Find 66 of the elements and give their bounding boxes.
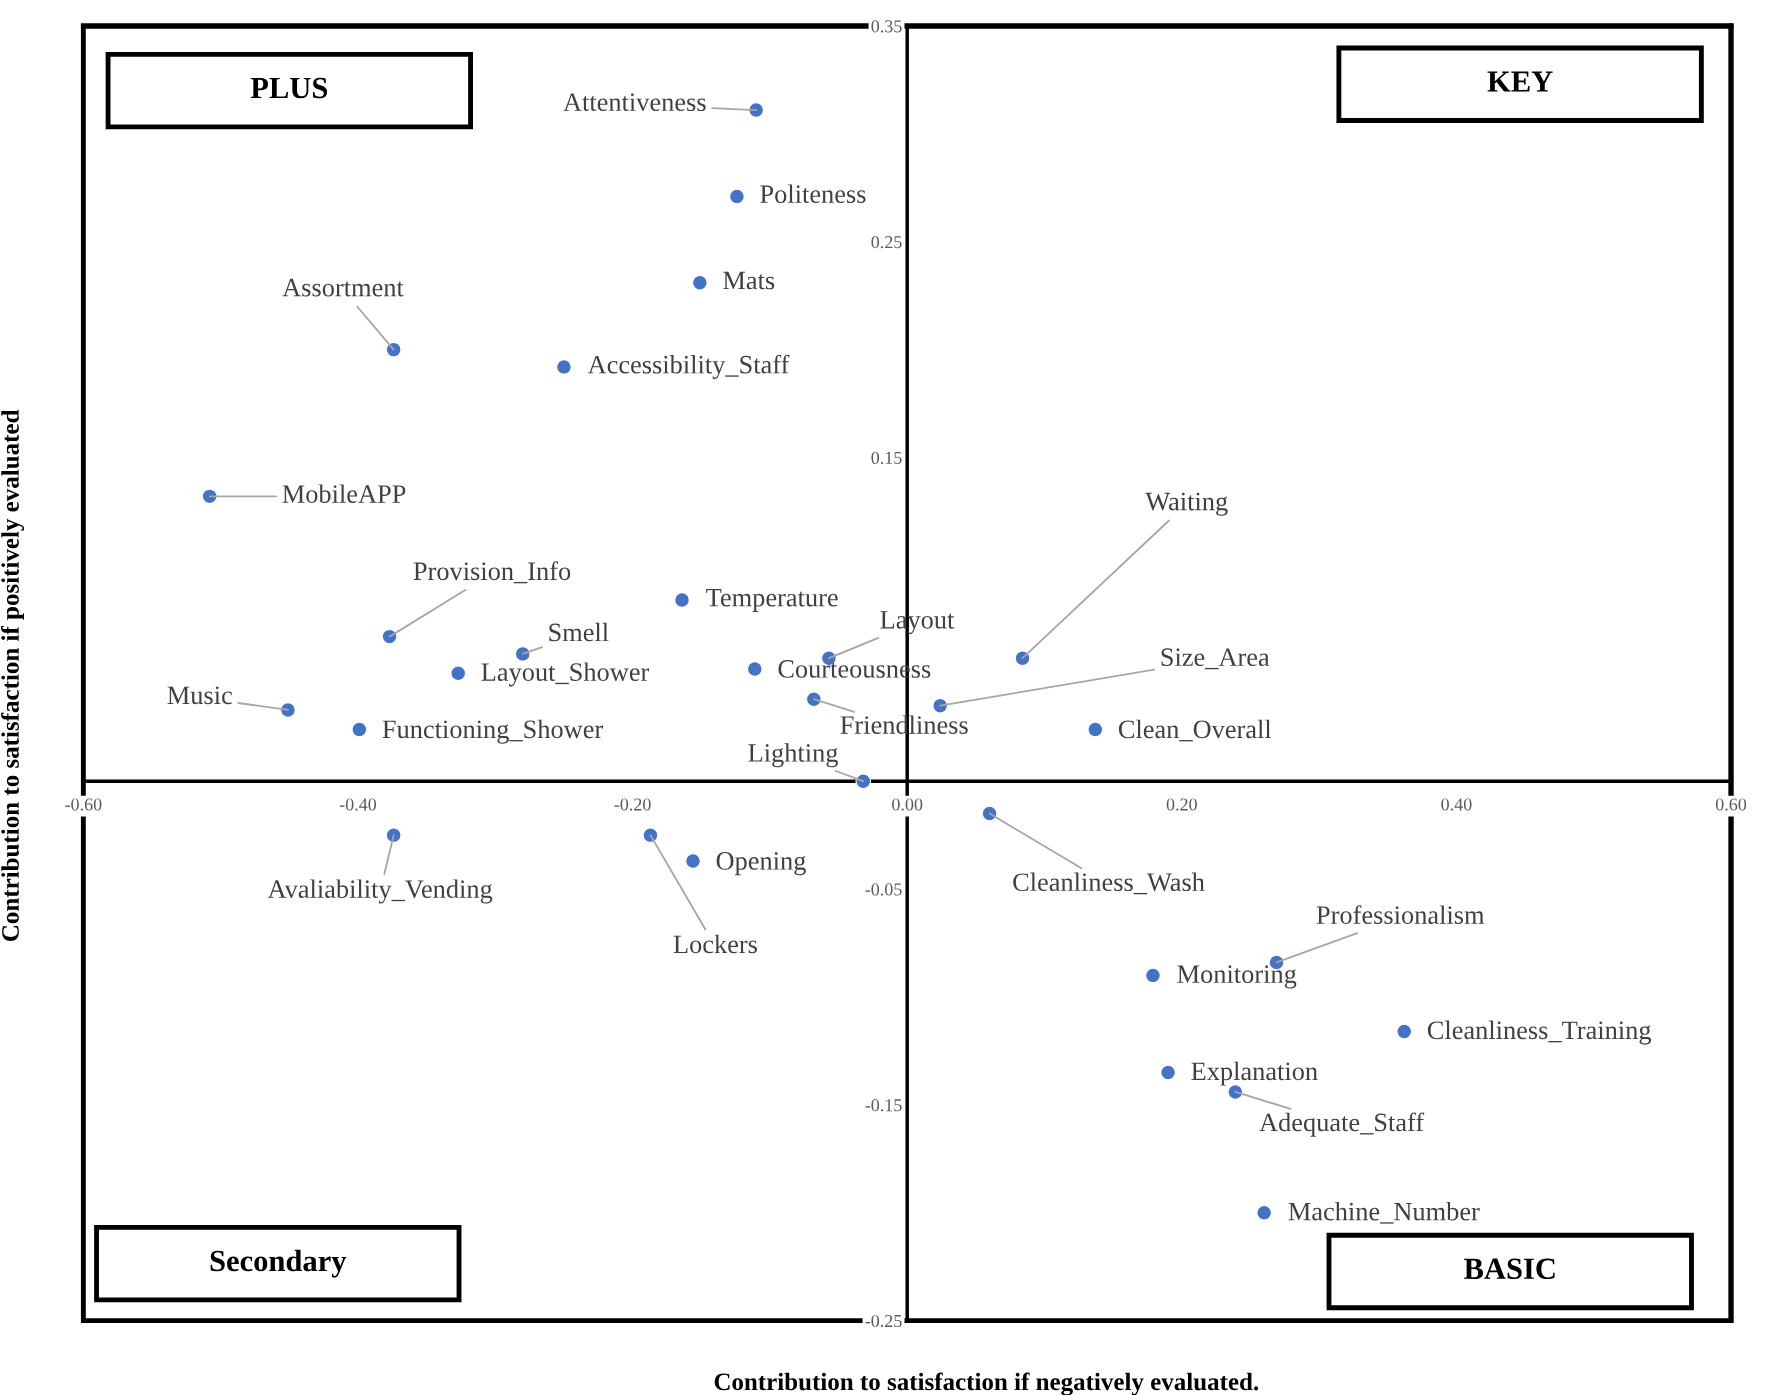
data-label: Clean_Overall: [1118, 719, 1272, 742]
y-tick-label: 0.35: [871, 20, 902, 33]
point: [1396, 1023, 1413, 1040]
point: [685, 853, 701, 869]
point: [381, 628, 398, 645]
y-tick-label: -0.15: [865, 1099, 902, 1112]
point: [1160, 1064, 1176, 1081]
point: [805, 691, 822, 708]
data-label: Politeness: [760, 184, 866, 204]
x-tick-label: 0.20: [1166, 798, 1197, 811]
y-tick-label: -0.05: [865, 883, 902, 896]
data-label: Professionalism: [1316, 905, 1485, 924]
point: [932, 697, 948, 714]
point: [385, 827, 402, 843]
x-tick-label: 0.60: [1715, 798, 1747, 811]
data-label: Mats: [723, 271, 775, 290]
x-tick-label: 0.00: [892, 798, 923, 811]
data-label: Functioning_Shower: [382, 719, 603, 744]
data-label: Provision_Info: [413, 561, 571, 584]
data-label: Temperature: [706, 589, 838, 612]
x-tick-label: 0.40: [1441, 798, 1472, 811]
data-label: Monitoring: [1177, 965, 1297, 989]
x-axis-title: Contribution to satisfaction if negatively evaluated.: [714, 1372, 1259, 1395]
annotation: Secondary: [210, 1249, 347, 1278]
point: [1256, 1204, 1273, 1221]
data-label: Waiting: [1145, 492, 1228, 516]
point: [450, 665, 467, 682]
y-tick-label: 0.25: [871, 235, 902, 249]
data-label: Opening: [716, 852, 806, 876]
annotation: KEY: [1487, 71, 1553, 92]
data-label: Cleanliness_Training: [1427, 1020, 1652, 1045]
point: [746, 661, 763, 677]
data-label: Layout_Shower: [481, 662, 650, 687]
y-axis-title: Contribution to satisfaction if positively evaluated: [1, 409, 25, 941]
point: [674, 592, 690, 608]
point: [642, 827, 659, 843]
y-tick-label: 0.15: [871, 451, 902, 465]
data-label: Adequate_Staff: [1259, 1112, 1425, 1137]
point: [1145, 967, 1161, 984]
x-tick-label: -0.60: [65, 798, 102, 811]
annotation: BASIC: [1464, 1258, 1555, 1280]
point: [385, 341, 402, 358]
data-label: Assortment: [282, 278, 404, 297]
data-label: Explanation: [1191, 1061, 1318, 1086]
x-tick-label: -0.40: [339, 798, 377, 811]
data-label: Music: [167, 686, 232, 705]
data-label: Cleanliness_Wash: [1013, 872, 1205, 895]
point: [1087, 721, 1104, 738]
point: [556, 359, 572, 375]
data-label: Accessibility_Staff: [587, 354, 790, 380]
x-tick-label: -0.20: [614, 798, 651, 811]
data-label: Machine_Number: [1288, 1201, 1480, 1224]
point: [514, 646, 531, 662]
data-label: MobileAPP: [282, 484, 406, 503]
point: [692, 274, 708, 291]
point: [351, 721, 368, 738]
point: [855, 773, 872, 790]
y-tick-label: -0.25: [865, 1314, 902, 1328]
annotation: PLUS: [250, 77, 328, 99]
data-label: Lighting: [748, 743, 838, 768]
data-label: Lockers: [673, 934, 757, 954]
data-label: Avaliability_Vending: [267, 879, 493, 904]
data-label: Size_Area: [1161, 648, 1270, 670]
data-label: Smell: [549, 622, 609, 642]
point: [729, 188, 745, 205]
data-label: Attentiveness: [563, 93, 706, 112]
